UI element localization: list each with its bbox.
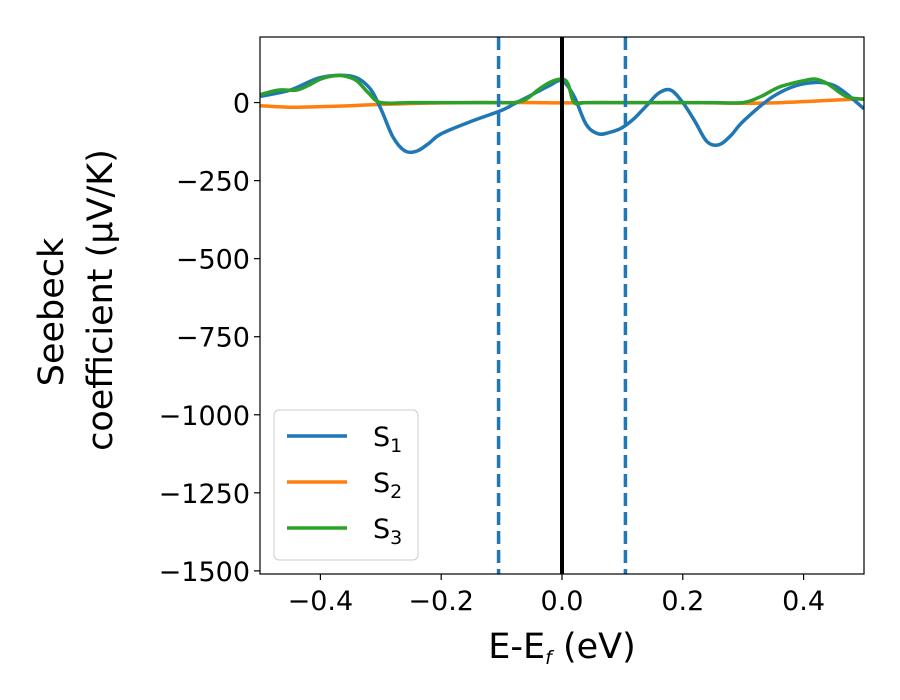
- y-axis-ticks: 0 −250 −500 −750 −1000 −1250 −1500: [159, 89, 260, 588]
- y-tick-label: −1500: [159, 557, 250, 588]
- legend: S1 S2 S3: [273, 409, 419, 561]
- y-axis-label-line1: Seebeck: [32, 237, 72, 386]
- legend-label-s2: S2: [373, 468, 402, 503]
- x-tick-label: 0.4: [782, 586, 825, 617]
- y-tick-label: −500: [176, 245, 250, 276]
- y-axis-label: Seebeck coefficient (μV/K): [32, 149, 121, 451]
- vline-layer: [496, 37, 628, 574]
- legend-label-s3: S3: [373, 514, 402, 549]
- legend-box: [273, 409, 419, 561]
- legend-label-s1: S1: [373, 422, 402, 457]
- x-axis-label-unit: (eV): [552, 627, 636, 667]
- series-line-s3: [260, 73, 864, 106]
- x-axis-label-sub: f: [545, 647, 555, 669]
- x-tick-label: 0.2: [661, 586, 704, 617]
- legend-entries: S1 S2 S3: [287, 422, 402, 549]
- y-axis-label-line2: coefficient (μV/K): [81, 149, 121, 451]
- y-tick-label: 0: [233, 89, 250, 120]
- series-line-s1: [260, 73, 864, 155]
- x-tick-label: −0.2: [408, 586, 474, 617]
- x-tick-label: 0.0: [541, 586, 584, 617]
- x-axis-label-main: E-E: [488, 627, 545, 667]
- y-tick-label: −250: [176, 167, 250, 198]
- y-tick-label: −1000: [159, 401, 250, 432]
- y-tick-label: −1250: [159, 479, 250, 510]
- x-axis-label: E-Ef (eV): [488, 627, 635, 669]
- x-axis-ticks: −0.4 −0.2 0.0 0.2 0.4: [288, 574, 825, 617]
- y-tick-label: −750: [176, 323, 250, 354]
- x-tick-label: −0.4: [288, 586, 354, 617]
